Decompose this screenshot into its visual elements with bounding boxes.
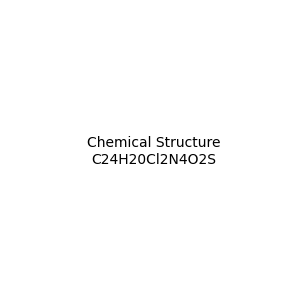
Text: Chemical Structure
C24H20Cl2N4O2S: Chemical Structure C24H20Cl2N4O2S bbox=[87, 136, 220, 166]
